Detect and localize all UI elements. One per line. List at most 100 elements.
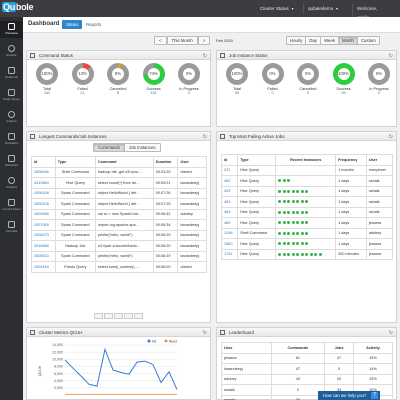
gauge-value[interactable]: 0: [377, 91, 381, 95]
success-dot-icon[interactable]: [287, 221, 291, 225]
series-line-hd[interactable]: [64, 347, 178, 390]
success-dot-icon[interactable]: [282, 179, 286, 183]
success-dot-icon[interactable]: [287, 189, 291, 193]
success-dot-icon[interactable]: [305, 189, 309, 193]
gauge-value[interactable]: 160: [43, 91, 51, 95]
sidebar-item-overview[interactable]: Overview: [0, 21, 23, 38]
table-cell[interactable]: 4516666: [31, 240, 56, 252]
success-dot-icon[interactable]: [305, 221, 309, 225]
range-hourly-button[interactable]: Hourly: [286, 36, 307, 45]
table-cell[interactable]: 4306313: [31, 250, 56, 262]
command-id-link[interactable]: 4306108: [34, 201, 49, 206]
sidebar-item-notebook[interactable]: Notebook: [0, 65, 23, 82]
success-dot-icon[interactable]: [296, 231, 300, 235]
next-range-button[interactable]: >: [197, 36, 211, 45]
table-cell[interactable]: 1660: [220, 238, 239, 250]
success-dot-icon[interactable]: [282, 252, 286, 256]
job-id-link[interactable]: 231: [224, 168, 231, 173]
sidebar-item-tutorials[interactable]: Tutorials: [0, 219, 23, 236]
success-dot-icon[interactable]: [291, 242, 295, 246]
success-dot-icon[interactable]: [296, 189, 300, 193]
refresh-icon[interactable]: ↻: [388, 134, 393, 140]
job-id-link[interactable]: 465: [224, 220, 231, 225]
success-dot-icon[interactable]: [278, 179, 282, 183]
column-header[interactable]: Frequency: [335, 154, 367, 166]
success-dot-icon[interactable]: [278, 242, 282, 246]
success-dot-icon[interactable]: [291, 231, 295, 235]
column-header[interactable]: Type: [54, 156, 96, 168]
table-cell[interactable]: 4307069: [31, 219, 56, 231]
command-id-link[interactable]: 4419664: [34, 180, 49, 185]
success-dot-icon[interactable]: [291, 200, 295, 204]
job-id-link[interactable]: 460: [224, 178, 231, 183]
command-id-link[interactable]: 4306108: [34, 191, 49, 196]
page-button[interactable]: [134, 313, 143, 319]
success-dot-icon[interactable]: [282, 242, 286, 246]
sidebar-item-analyze[interactable]: Analyze: [0, 109, 23, 126]
prev-range-button[interactable]: <: [154, 36, 167, 45]
page-button[interactable]: [124, 313, 133, 319]
success-dot-icon[interactable]: [305, 200, 309, 204]
job-id-link[interactable]: 464: [224, 210, 231, 215]
account-menu[interactable]: qubaledemo ▼: [303, 4, 343, 14]
table-cell[interactable]: 1751: [220, 248, 239, 260]
column-header[interactable]: Jobs: [324, 342, 354, 354]
success-dot-icon[interactable]: [291, 189, 295, 193]
success-dot-icon[interactable]: [300, 231, 304, 235]
column-header[interactable]: User: [221, 342, 272, 354]
page-button[interactable]: [104, 313, 113, 319]
success-dot-icon[interactable]: [287, 210, 291, 214]
success-dot-icon[interactable]: [296, 200, 300, 204]
success-dot-icon[interactable]: [305, 231, 309, 235]
column-header[interactable]: Duration: [152, 156, 179, 168]
success-dot-icon[interactable]: [287, 231, 291, 235]
column-header[interactable]: User: [365, 154, 394, 166]
table-cell[interactable]: 4419664: [31, 177, 56, 189]
gauge-value[interactable]: 0: [271, 91, 274, 95]
sidebar-item-control-panel[interactable]: Control Panel: [0, 197, 23, 214]
job-id-link[interactable]: 429: [224, 189, 231, 194]
tab-status[interactable]: Status: [62, 20, 83, 29]
sidebar-item-scheduler[interactable]: Scheduler: [0, 153, 23, 170]
range-day-button[interactable]: Day: [305, 36, 322, 45]
gauge-value[interactable]: 118: [150, 91, 157, 95]
success-dot-icon[interactable]: [278, 231, 282, 235]
success-dot-icon[interactable]: [278, 221, 282, 225]
column-header[interactable]: Recent Instances: [275, 154, 337, 166]
this-month-button[interactable]: This Month: [166, 36, 198, 45]
page-button[interactable]: [114, 313, 123, 319]
gauge-value[interactable]: 99: [234, 91, 240, 95]
success-dot-icon[interactable]: [278, 252, 282, 256]
table-cell[interactable]: 4304444: [31, 261, 56, 273]
success-dot-icon[interactable]: [282, 221, 286, 225]
success-dot-icon[interactable]: [282, 189, 286, 193]
qubole-logo[interactable]: Qubole: [2, 2, 34, 12]
success-dot-icon[interactable]: [291, 221, 295, 225]
table-cell[interactable]: 465: [220, 217, 239, 229]
success-dot-icon[interactable]: [314, 252, 318, 256]
success-dot-icon[interactable]: [305, 210, 309, 214]
column-header[interactable]: Id: [220, 154, 239, 166]
command-id-link[interactable]: 4304444: [34, 264, 49, 269]
sidebar-item-clusters[interactable]: Clusters: [0, 175, 23, 192]
column-header[interactable]: Activity: [352, 342, 394, 354]
success-dot-icon[interactable]: [318, 252, 322, 256]
help-button[interactable]: How can we help you??: [318, 391, 380, 400]
table-cell[interactable]: 463: [220, 196, 239, 208]
success-dot-icon[interactable]: [282, 210, 286, 214]
success-dot-icon[interactable]: [300, 252, 304, 256]
column-header[interactable]: Type: [237, 154, 277, 166]
success-dot-icon[interactable]: [287, 179, 291, 183]
sidebar-item-smart-query[interactable]: Smart Query: [0, 87, 23, 104]
refresh-icon[interactable]: ↻: [202, 134, 207, 140]
success-dot-icon[interactable]: [296, 252, 300, 256]
table-cell[interactable]: 4305486: [31, 208, 56, 220]
success-dot-icon[interactable]: [278, 210, 282, 214]
success-dot-icon[interactable]: [282, 200, 286, 204]
column-header[interactable]: User: [177, 156, 207, 168]
column-header[interactable]: Command: [94, 156, 154, 168]
success-dot-icon[interactable]: [309, 252, 313, 256]
table-cell[interactable]: 4306446: [31, 166, 56, 178]
gauge-value[interactable]: 99: [341, 91, 346, 95]
success-dot-icon[interactable]: [282, 231, 286, 235]
